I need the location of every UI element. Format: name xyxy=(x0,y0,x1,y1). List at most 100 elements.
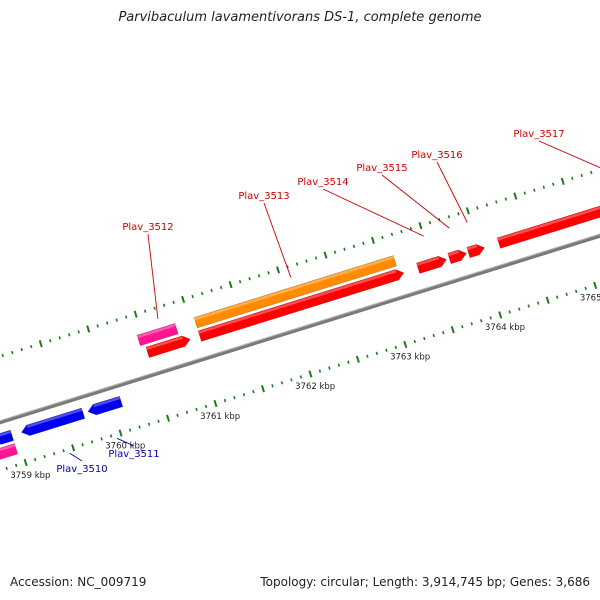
tick-mark xyxy=(52,451,56,456)
tick-mark xyxy=(305,259,308,263)
tick-mark xyxy=(257,274,261,278)
pink-gene-outer-right-highlight xyxy=(137,323,176,339)
gene-label[interactable]: Plav_3515 xyxy=(356,163,407,174)
blue-gene-left[interactable] xyxy=(0,429,14,445)
tick-mark xyxy=(11,350,14,355)
tick-mark xyxy=(527,304,530,308)
tick-mark xyxy=(476,206,479,210)
gene-label[interactable]: Plav_3516 xyxy=(411,150,462,161)
tick-mark xyxy=(118,429,123,437)
scale-labels: 3759 kbp 3760 kbp 3761 kbp 3762 kbp 3763 kbp… xyxy=(10,294,600,481)
gene-label-leader xyxy=(322,188,424,237)
tick-mark xyxy=(299,375,303,379)
tick-mark xyxy=(5,466,8,471)
tick-mark xyxy=(584,286,587,291)
tick-mark xyxy=(355,355,360,363)
tick-mark xyxy=(465,207,470,215)
tick-mark xyxy=(157,419,160,423)
tick-mark xyxy=(565,292,568,296)
tick-mark xyxy=(43,454,46,459)
blue-gene-mid-highlight xyxy=(26,408,83,428)
tick-mark xyxy=(238,280,242,284)
tick-mark xyxy=(394,345,398,350)
scale-label: 3759 kbp xyxy=(10,471,50,481)
tick-mark xyxy=(362,241,365,245)
red-gene-small-1[interactable] xyxy=(416,255,447,274)
tick-mark xyxy=(370,236,375,245)
tick-mark xyxy=(323,251,328,259)
tick-mark xyxy=(219,285,223,290)
tick-mark xyxy=(62,449,65,453)
tick-mark xyxy=(71,444,76,452)
tick-mark xyxy=(461,325,464,329)
tick-mark xyxy=(536,301,540,305)
tick-mark xyxy=(413,339,417,344)
genome-title: Parvibaculum lavamentivorans DS-1, compl… xyxy=(118,10,482,25)
scale-label: 3763 kbp xyxy=(390,353,430,363)
tick-mark xyxy=(495,200,498,204)
blue-gene-left-highlight xyxy=(0,430,12,437)
gene-label[interactable]: Plav_3510 xyxy=(56,464,107,475)
tick-mark xyxy=(200,291,204,296)
red-gene-long-inner[interactable] xyxy=(197,269,405,342)
blue-gene-mid[interactable] xyxy=(21,407,86,436)
tick-mark xyxy=(276,266,281,274)
tick-mark xyxy=(124,315,128,319)
tick-mark xyxy=(571,176,574,181)
tick-mark xyxy=(533,188,536,192)
tick-mark xyxy=(508,310,511,314)
tick-mark xyxy=(210,288,213,293)
red-gene-small-2[interactable] xyxy=(447,249,467,265)
tick-mark xyxy=(485,203,489,207)
tick-mark xyxy=(447,215,451,219)
gene-label[interactable]: Plav_3514 xyxy=(297,177,348,188)
red-gene-small-3[interactable] xyxy=(466,244,485,259)
scale-label: 3760 kbp xyxy=(105,441,145,451)
pink-gene-lower-left[interactable] xyxy=(0,443,19,460)
red-gene-long-right[interactable] xyxy=(496,158,600,249)
gene-label[interactable]: Plav_3517 xyxy=(513,129,564,140)
tick-mark xyxy=(352,244,356,248)
tick-mark xyxy=(295,262,299,266)
gene-label[interactable]: Plav_3511 xyxy=(108,449,159,460)
gene-label-leader xyxy=(116,437,135,447)
tick-mark xyxy=(593,281,598,290)
gene-label[interactable]: Plav_3512 xyxy=(122,222,173,233)
orange-gene[interactable] xyxy=(193,255,397,329)
scale-label: 3762 kbp xyxy=(295,382,335,392)
red-gene-inner-left[interactable] xyxy=(145,335,191,358)
tick-mark xyxy=(23,458,28,467)
tick-mark xyxy=(518,307,521,311)
tick-mark xyxy=(181,295,186,304)
backbone-line xyxy=(0,233,600,425)
gene-label-leader xyxy=(69,452,83,462)
red-gene-small-2-highlight xyxy=(447,250,459,257)
pink-gene-lower-left-highlight xyxy=(0,443,16,452)
genome-backbone xyxy=(0,233,600,425)
gene-label[interactable]: Plav_3513 xyxy=(238,191,289,202)
pink-gene-outer-right[interactable] xyxy=(136,323,179,347)
tick-mark xyxy=(20,347,23,352)
gene-label-leader xyxy=(263,202,292,278)
tick-mark xyxy=(213,399,218,408)
tick-mark xyxy=(33,457,37,462)
orange-gene-highlight xyxy=(194,256,395,321)
tick-mark xyxy=(38,340,43,348)
scale-label: 3765 kbp xyxy=(580,294,600,304)
blue-gene-right[interactable] xyxy=(87,395,124,416)
tick-mark xyxy=(90,440,94,444)
tick-mark xyxy=(138,425,141,429)
tick-mark xyxy=(172,300,175,305)
tick-mark xyxy=(166,414,171,422)
tick-mark xyxy=(153,306,156,310)
tick-mark xyxy=(14,463,18,468)
tick-mark xyxy=(555,295,559,299)
outer-tick-track xyxy=(1,170,593,358)
tick-mark xyxy=(223,398,227,403)
tick-mark xyxy=(375,351,379,355)
red-gene-inner-left-highlight xyxy=(146,336,183,350)
gene-features[interactable] xyxy=(0,158,600,460)
tick-mark xyxy=(542,185,546,189)
